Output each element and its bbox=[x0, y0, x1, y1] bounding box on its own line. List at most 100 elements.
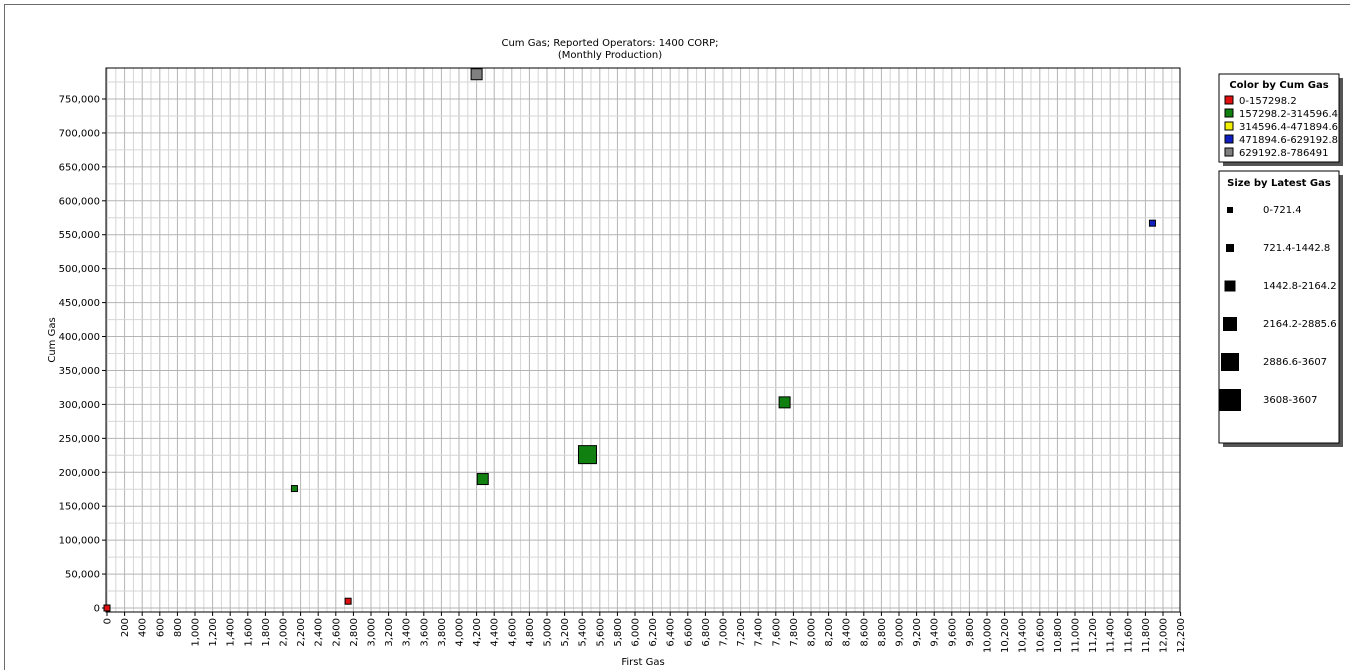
x-tick-label: 11,200 bbox=[1088, 618, 1099, 653]
x-tick-label: 6,000 bbox=[631, 618, 642, 647]
x-tick-label: 3,800 bbox=[437, 618, 448, 647]
color-legend-label: 157298.2-314596.4 bbox=[1239, 109, 1338, 120]
x-tick-label: 11,400 bbox=[1106, 618, 1117, 653]
color-legend-swatch bbox=[1224, 121, 1234, 131]
color-legend-label: 314596.4-471894.6 bbox=[1239, 122, 1338, 133]
x-axis: 0 200 400 600 800 1,000 1,200 1,400 1,600 1,800 2,… bbox=[103, 612, 1187, 653]
x-tick-label: 1,200 bbox=[208, 618, 219, 647]
y-tick-label: 650,000 bbox=[59, 162, 100, 173]
color-legend-title: Color by Cum Gas bbox=[1229, 80, 1328, 91]
data-point bbox=[577, 445, 597, 465]
color-legend-swatch bbox=[1224, 108, 1234, 118]
size-legend-swatch bbox=[1227, 207, 1233, 213]
color-legend: Color by Cum Gas 0-157298.2 157298.2-3145… bbox=[1218, 73, 1343, 166]
y-tick-label: 450,000 bbox=[59, 298, 100, 309]
x-axis-label: First Gas bbox=[621, 657, 664, 668]
size-legend-swatch bbox=[1219, 389, 1241, 411]
y-tick-label: 500,000 bbox=[59, 264, 100, 275]
x-tick-label: 7,600 bbox=[771, 618, 782, 647]
x-tick-label: 8,800 bbox=[877, 618, 888, 647]
size-legend-label: 1442.8-2164.2 bbox=[1263, 281, 1337, 292]
data-point bbox=[1148, 219, 1156, 227]
x-tick-label: 2,400 bbox=[314, 618, 325, 647]
x-tick-label: 11,600 bbox=[1123, 618, 1134, 653]
x-tick-label: 4,600 bbox=[507, 618, 518, 647]
x-tick-label: 1,800 bbox=[261, 618, 272, 647]
x-tick-label: 3,400 bbox=[402, 618, 413, 647]
x-tick-label: 4,400 bbox=[490, 618, 501, 647]
x-tick-label: 800 bbox=[173, 618, 184, 637]
x-tick-label: 8,200 bbox=[824, 618, 835, 647]
color-legend-label: 629192.8-786491 bbox=[1239, 148, 1329, 159]
x-tick-label: 5,200 bbox=[560, 618, 571, 647]
color-legend-swatch bbox=[1224, 95, 1234, 105]
x-tick-label: 4,200 bbox=[472, 618, 483, 647]
x-tick-label: 5,600 bbox=[595, 618, 606, 647]
size-legend-label: 2886.6-3607 bbox=[1263, 357, 1327, 368]
y-tick-label: 400,000 bbox=[59, 332, 100, 343]
x-tick-label: 1,400 bbox=[226, 618, 237, 647]
size-legend-swatch bbox=[1221, 353, 1239, 371]
y-tick-label: 200,000 bbox=[59, 468, 100, 479]
x-tick-label: 9,600 bbox=[947, 618, 958, 647]
y-axis-label: Cum Gas bbox=[47, 317, 58, 362]
y-axis: 0 50,000 100,000 150,000 200,000 250,000 300,0… bbox=[59, 95, 106, 615]
y-tick-label: 250,000 bbox=[59, 434, 100, 445]
y-tick-label: 700,000 bbox=[59, 128, 100, 139]
data-points bbox=[103, 68, 1156, 612]
data-point bbox=[290, 485, 298, 493]
size-legend-label: 0-721.4 bbox=[1263, 205, 1302, 216]
data-point bbox=[344, 597, 352, 605]
size-legend-title: Size by Latest Gas bbox=[1227, 178, 1331, 189]
color-legend-swatch bbox=[1224, 147, 1234, 157]
x-tick-label: 1,000 bbox=[191, 618, 202, 647]
x-tick-label: 6,400 bbox=[666, 618, 677, 647]
x-tick-label: 8,000 bbox=[807, 618, 818, 647]
x-tick-label: 200 bbox=[120, 618, 131, 637]
x-tick-label: 12,000 bbox=[1159, 618, 1170, 653]
y-tick-label: 350,000 bbox=[59, 366, 100, 377]
x-tick-label: 8,400 bbox=[842, 618, 853, 647]
size-legend-label: 2164.2-2885.6 bbox=[1263, 319, 1337, 330]
x-tick-label: 6,200 bbox=[648, 618, 659, 647]
color-legend-box bbox=[1218, 73, 1340, 163]
y-tick-label: 550,000 bbox=[59, 230, 100, 241]
size-legend-swatch bbox=[1224, 280, 1236, 292]
x-tick-label: 7,800 bbox=[789, 618, 800, 647]
x-tick-label: 2,200 bbox=[296, 618, 307, 647]
x-tick-label: 4,800 bbox=[525, 618, 536, 647]
size-legend: Size by Latest Gas 0-721.4 721.4-1442.8 14… bbox=[1218, 170, 1343, 447]
chart-title-line-1: Cum Gas; Reported Operators: 1400 CORP; bbox=[501, 38, 718, 49]
x-tick-label: 400 bbox=[138, 618, 149, 637]
x-tick-label: 11,000 bbox=[1071, 618, 1082, 653]
x-tick-label: 2,800 bbox=[349, 618, 360, 647]
x-tick-label: 7,400 bbox=[754, 618, 765, 647]
size-legend-swatch bbox=[1223, 317, 1237, 331]
x-tick-label: 9,000 bbox=[895, 618, 906, 647]
x-tick-label: 2,600 bbox=[331, 618, 342, 647]
color-legend-label: 0-157298.2 bbox=[1239, 96, 1297, 107]
color-legend-swatch bbox=[1224, 134, 1234, 144]
size-legend-swatch bbox=[1226, 244, 1234, 252]
y-tick-label: 600,000 bbox=[59, 196, 100, 207]
x-tick-label: 600 bbox=[155, 618, 166, 637]
data-point bbox=[470, 68, 483, 81]
x-tick-label: 10,400 bbox=[1018, 618, 1029, 653]
y-tick-label: 0 bbox=[94, 604, 100, 615]
x-tick-label: 5,000 bbox=[543, 618, 554, 647]
chart-frame bbox=[4, 4, 1350, 670]
x-tick-label: 1,600 bbox=[243, 618, 254, 647]
x-tick-label: 8,600 bbox=[859, 618, 870, 647]
x-tick-label: 4,000 bbox=[455, 618, 466, 647]
grid bbox=[106, 68, 1180, 612]
data-point bbox=[778, 396, 791, 409]
x-tick-label: 9,800 bbox=[965, 618, 976, 647]
x-tick-label: 3,200 bbox=[384, 618, 395, 647]
x-tick-label: 6,600 bbox=[683, 618, 694, 647]
y-tick-label: 50,000 bbox=[65, 570, 100, 581]
y-tick-label: 750,000 bbox=[59, 95, 100, 106]
x-tick-label: 10,800 bbox=[1053, 618, 1064, 653]
x-tick-label: 11,800 bbox=[1141, 618, 1152, 653]
x-tick-label: 6,800 bbox=[701, 618, 712, 647]
